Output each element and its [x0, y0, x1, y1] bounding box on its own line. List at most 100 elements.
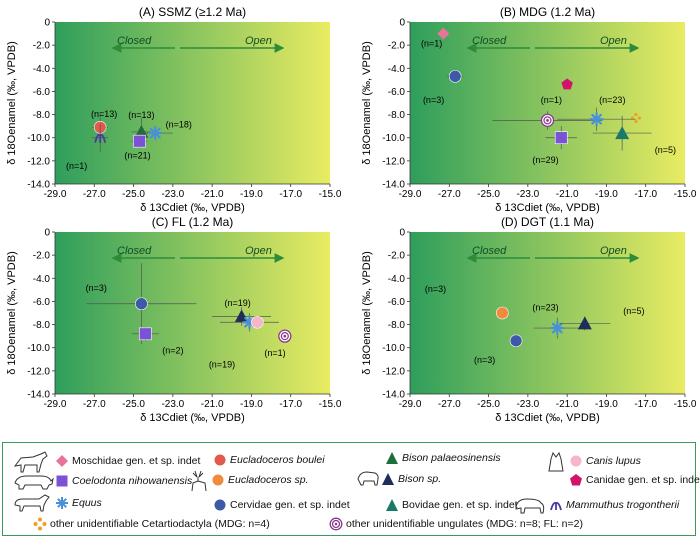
closed-label: Closed: [117, 245, 152, 257]
legend-label: Canidae gen. et sp. indet ?: [586, 474, 700, 486]
legend-marker-icon: [214, 454, 226, 466]
y-tick-label: -6.0: [388, 297, 406, 308]
musk-deer-icon: [13, 451, 48, 473]
sample-size-label: (n=21): [124, 151, 150, 161]
data-point: [448, 70, 462, 83]
y-tick-label: -8.0: [33, 320, 51, 331]
legend-label: other unidentifiable Cetartiodactyla (MD…: [50, 518, 270, 530]
sample-size-label: (n=1): [421, 38, 442, 48]
x-tick-label: -29.0: [399, 189, 422, 200]
legend-marker-icon: [33, 517, 47, 531]
legend-label: Eucladoceros sp.: [228, 474, 309, 486]
sample-size-label: (n=3): [425, 284, 446, 294]
panel-title: (B) MDG (1.2 Ma): [500, 5, 595, 19]
y-tick-label: -2.0: [388, 41, 406, 52]
legend-item-bovidae: Bovidae gen. et sp. indet: [385, 498, 518, 512]
legend-marker-icon: [56, 475, 68, 487]
legend-item-ungulates: other unidentifiable ungulates (MDG: n=8…: [329, 517, 583, 531]
x-tick-label: -21.0: [556, 399, 579, 410]
x-axis-label: δ 13Cdiet (‰, VPDB): [495, 202, 600, 214]
closed-label: Closed: [117, 35, 152, 47]
y-tick-label: -10.0: [382, 343, 405, 354]
legend-item-bison-palaeosinensis: Bison palaeosinensis: [385, 451, 501, 465]
x-axis-label: δ 13Cdiet (‰, VPDB): [140, 412, 245, 424]
x-tick-label: -29.0: [399, 399, 422, 410]
legend-marker-icon: [56, 455, 68, 467]
legend-item-moschidae: Moschidae gen. et sp. indet: [11, 448, 200, 474]
legend-item-bison-sp: Bison sp.: [355, 469, 441, 489]
y-tick-label: -12.0: [27, 366, 50, 377]
data-point-ring: [543, 116, 552, 125]
data-point: [242, 315, 257, 330]
x-tick-label: -25.0: [122, 189, 145, 200]
y-tick-label: -4.0: [388, 64, 406, 75]
y-tick-label: -10.0: [382, 133, 405, 144]
legend-marker-icon: [56, 497, 68, 509]
chart-panel: (C) FL (1.2 Ma) -29.0 -27.0 -25.0 -23.0 -21.0…: [6, 215, 342, 424]
x-axis-label: δ 13Cdiet (‰, VPDB): [140, 202, 245, 214]
chart-panel: (A) SSMZ (≥1.2 Ma) -29.0 -27.0 -25.0 -23.0 -2…: [6, 5, 342, 214]
data-point: [550, 320, 565, 336]
legend-item-mammuthus: Mammuthus trogontherii: [513, 495, 679, 515]
legend-marker-icon: [386, 499, 398, 511]
legend-marker-icon: [386, 452, 398, 464]
legend-marker-icon: [570, 474, 582, 486]
y-tick-label: -2.0: [388, 251, 406, 262]
plot-background: [55, 232, 330, 394]
wolf-icon: [548, 451, 564, 472]
y-axis-label: δ 18Oenamel (‰, VPDB): [361, 41, 373, 165]
x-tick-label: -27.0: [83, 189, 106, 200]
sample-size-label: (n=5): [655, 145, 676, 155]
sample-size-label: (n=19): [209, 359, 235, 369]
data-point: [148, 125, 163, 141]
x-tick-label: -15.0: [319, 399, 342, 410]
x-tick-label: -25.0: [477, 399, 500, 410]
sample-size-label: (n=13): [91, 109, 117, 119]
data-point: [630, 116, 634, 120]
y-tick-label: 0: [44, 228, 50, 239]
y-tick-label: -14.0: [27, 180, 50, 191]
x-tick-label: -19.0: [240, 189, 263, 200]
x-axis-label: δ 13Cdiet (‰, VPDB): [495, 412, 600, 424]
sample-size-label: (n=19): [225, 298, 251, 308]
y-tick-label: -12.0: [382, 366, 405, 377]
rhino-icon: [14, 475, 54, 490]
legend-item-cetartiodactyla: other unidentifiable Cetartiodactyla (MD…: [33, 517, 270, 531]
y-tick-label: -2.0: [33, 251, 51, 262]
y-tick-label: -8.0: [388, 320, 406, 331]
data-point: [251, 315, 264, 329]
sample-size-label: (n=1): [264, 348, 285, 358]
legend-item-coelodonta: Coelodonta nihowanensis: [11, 471, 192, 491]
sample-size-label: (n=23): [532, 303, 558, 313]
x-tick-label: -27.0: [83, 399, 106, 410]
data-point: [634, 112, 638, 117]
y-tick-label: -10.0: [27, 133, 50, 144]
x-tick-label: -29.0: [44, 189, 67, 200]
y-tick-label: -4.0: [33, 64, 51, 75]
legend-marker-icon: [570, 455, 582, 467]
legend-marker-icon: [212, 474, 224, 486]
closed-label: Closed: [472, 35, 507, 47]
x-tick-label: -15.0: [674, 399, 697, 410]
data-point: [615, 126, 630, 140]
y-axis-label: δ 18Oenamel (‰, VPDB): [6, 41, 18, 165]
bison-icon: [357, 471, 379, 486]
data-point: [133, 134, 146, 148]
data-point: [139, 327, 152, 341]
legend-box: Moschidae gen. et sp. indet Eucladoceros…: [2, 442, 700, 536]
data-point-core: [283, 334, 287, 338]
legend-label: Cervidae gen. et sp. indet: [230, 499, 350, 511]
panel-title: (C) FL (1.2 Ma): [152, 215, 234, 229]
x-tick-label: -27.0: [438, 189, 461, 200]
panel-title: (D) DGT (1.1 Ma): [501, 215, 594, 229]
x-tick-label: -23.0: [161, 399, 184, 410]
sample-size-label: (n=3): [423, 95, 444, 105]
x-tick-label: -21.0: [201, 189, 224, 200]
data-point: [577, 316, 592, 330]
legend-item-cervidae: Cervidae gen. et sp. indet: [213, 498, 350, 512]
legend-item-canidae: Canidae gen. et sp. indet ?: [545, 473, 700, 487]
sample-size-label: (n=13): [128, 110, 154, 120]
x-tick-label: -27.0: [438, 399, 461, 410]
data-point: [94, 133, 107, 143]
sample-size-label: (n=1): [541, 95, 562, 105]
